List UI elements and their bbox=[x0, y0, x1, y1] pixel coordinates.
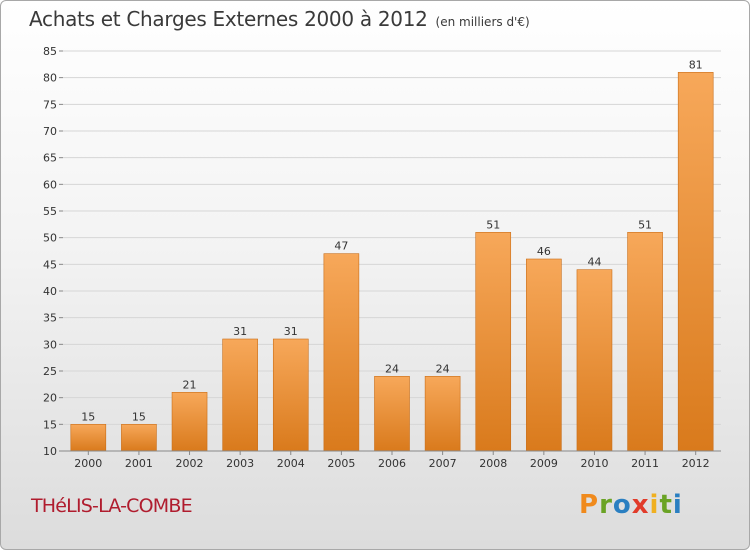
x-tick-label: 2010 bbox=[580, 457, 608, 470]
y-tick-label: 65 bbox=[43, 152, 57, 165]
bars: 15 15 21 31 31 47 24 24 51 46 44 51 81 bbox=[70, 58, 714, 452]
x-tick-label: 2001 bbox=[125, 457, 153, 470]
bar-2008 bbox=[475, 232, 512, 452]
bar-value-label: 44 bbox=[587, 256, 601, 269]
x-tick-label: 2002 bbox=[176, 457, 204, 470]
x-tick-label: 2009 bbox=[530, 457, 558, 470]
x-tick-label: 2004 bbox=[277, 457, 305, 470]
y-tick-label: 70 bbox=[43, 125, 57, 138]
bar-2002 bbox=[171, 392, 208, 452]
y-tick-label: 80 bbox=[43, 72, 57, 85]
x-tick-label: 2011 bbox=[631, 457, 659, 470]
bar-value-label: 21 bbox=[183, 378, 197, 391]
bar-value-label: 51 bbox=[638, 218, 652, 231]
logo-letter: x bbox=[631, 490, 650, 520]
bar-2007 bbox=[424, 376, 461, 452]
y-tick-label: 10 bbox=[43, 445, 57, 458]
x-axis-ticks: 2000 2001 2002 2003 2004 2005 2006 2007 2008 2009… bbox=[74, 451, 710, 470]
chart-title: Achats et Charges Externes 2000 à 2012 (e… bbox=[29, 7, 530, 31]
chart-title-text: Achats et Charges Externes 2000 à 2012 bbox=[29, 7, 428, 31]
y-tick-label: 40 bbox=[43, 285, 57, 298]
x-tick-label: 2012 bbox=[682, 457, 710, 470]
x-tick-label: 2000 bbox=[74, 457, 102, 470]
x-tick-label: 2003 bbox=[226, 457, 254, 470]
bar-value-label: 15 bbox=[81, 410, 95, 423]
commune-name: THéLIS-LA-COMBE bbox=[31, 495, 193, 517]
y-tick-label: 35 bbox=[43, 312, 57, 325]
bar-value-label: 81 bbox=[689, 58, 703, 71]
bar-2012 bbox=[677, 72, 714, 452]
y-tick-label: 15 bbox=[43, 418, 57, 431]
bar-value-label: 31 bbox=[233, 325, 247, 338]
bar-value-label: 46 bbox=[537, 245, 551, 258]
bar-value-label: 51 bbox=[486, 218, 500, 231]
bar-value-label: 47 bbox=[334, 240, 348, 253]
bar-2009 bbox=[526, 258, 562, 452]
logo-letter: o bbox=[612, 490, 632, 520]
grid-lines bbox=[63, 50, 721, 452]
bar-value-label: 24 bbox=[436, 362, 450, 375]
bar-2000 bbox=[70, 424, 107, 452]
y-tick-label: 50 bbox=[43, 232, 57, 245]
y-tick-label: 55 bbox=[43, 205, 57, 218]
logo-letter: i bbox=[672, 490, 683, 520]
bar-2001 bbox=[121, 424, 157, 452]
x-tick-label: 2008 bbox=[479, 457, 507, 470]
proxiti-logo: Proxiti bbox=[579, 490, 683, 520]
y-tick-label: 30 bbox=[43, 338, 57, 351]
y-tick-label: 45 bbox=[43, 258, 57, 271]
y-tick-label: 25 bbox=[43, 365, 57, 378]
chart-subtitle: (en milliers d'€) bbox=[435, 15, 530, 29]
y-tick-label: 60 bbox=[43, 178, 57, 191]
bar-value-label: 24 bbox=[385, 362, 399, 375]
logo-letter: P bbox=[579, 490, 600, 520]
bar-value-label: 31 bbox=[284, 325, 298, 338]
bar-2005 bbox=[323, 253, 360, 452]
bar-2010 bbox=[576, 269, 613, 452]
x-tick-label: 2007 bbox=[429, 457, 457, 470]
bar-2006 bbox=[374, 376, 410, 452]
bar-2003 bbox=[222, 338, 258, 452]
bar-2011 bbox=[627, 232, 663, 452]
logo-letter: r bbox=[599, 490, 613, 520]
y-axis-ticks: 10 15 20 25 30 35 40 45 50 55 60 65 70 75 80 85 bbox=[43, 45, 63, 458]
y-tick-label: 85 bbox=[43, 45, 57, 58]
x-tick-label: 2005 bbox=[327, 457, 355, 470]
bar-2004 bbox=[272, 338, 309, 452]
x-tick-label: 2006 bbox=[378, 457, 406, 470]
logo-letter: i bbox=[649, 490, 660, 520]
y-tick-label: 75 bbox=[43, 98, 57, 111]
y-tick-label: 20 bbox=[43, 392, 57, 405]
logo-letter: t bbox=[659, 490, 673, 520]
bar-value-label: 15 bbox=[132, 410, 146, 423]
